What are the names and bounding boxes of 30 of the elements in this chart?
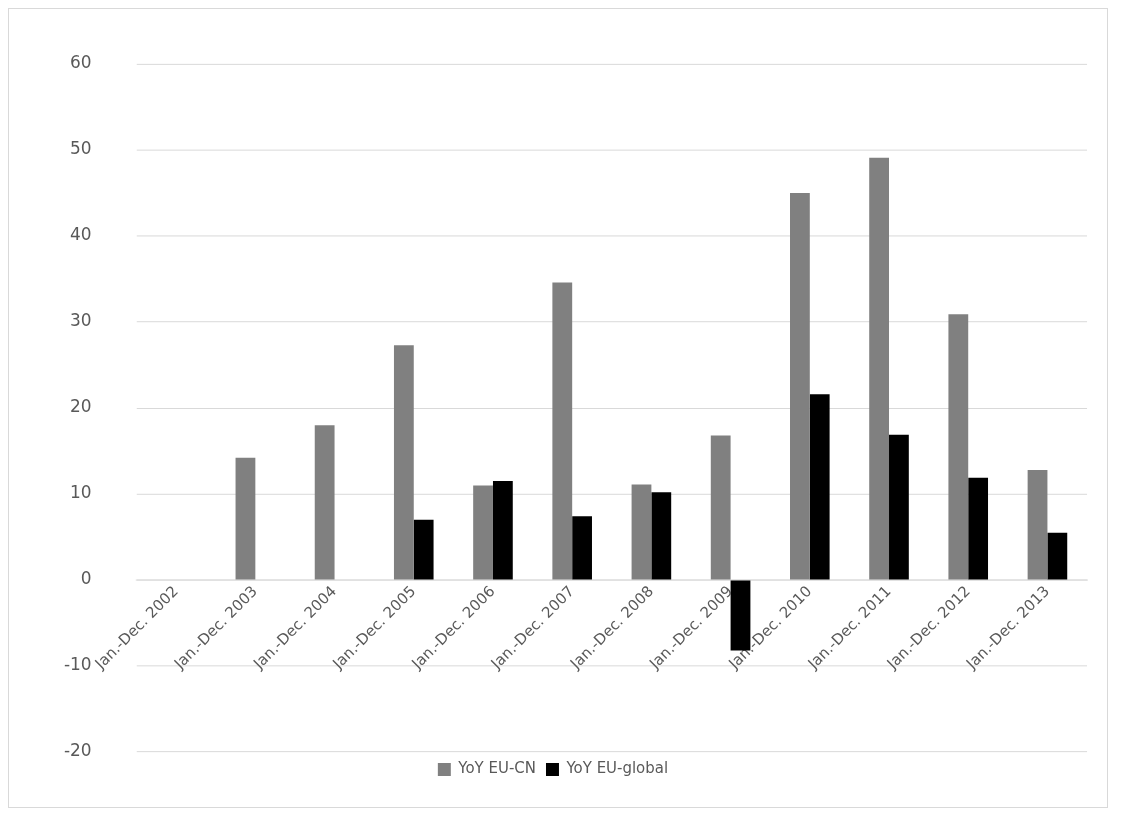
- bar: [572, 516, 592, 580]
- bar: [809, 394, 830, 580]
- bar: [968, 477, 989, 580]
- y-tick-label: 0: [80, 568, 92, 589]
- bar: [631, 484, 652, 580]
- bar: [889, 434, 909, 580]
- bar: [552, 282, 573, 580]
- bar: [790, 193, 810, 580]
- y-tick-label: 10: [70, 482, 92, 503]
- bar: [869, 157, 890, 580]
- bar: [651, 492, 672, 580]
- bar: [1047, 532, 1068, 580]
- bar: [393, 345, 414, 580]
- y-tick-label: -10: [63, 654, 92, 675]
- y-tick-label: 30: [70, 310, 92, 331]
- bar: [413, 519, 434, 580]
- y-tick-label: 50: [70, 138, 92, 159]
- y-tick-label: 40: [70, 224, 92, 245]
- legend-label: YoY EU-global: [565, 759, 669, 778]
- y-tick-label: 20: [70, 396, 92, 417]
- bar: [235, 457, 256, 580]
- bar: [473, 485, 493, 580]
- bar: [948, 314, 969, 580]
- legend-label: YoY EU-CN: [457, 759, 536, 778]
- bar: [710, 435, 731, 580]
- y-tick-label: 60: [70, 52, 92, 73]
- bar: [1027, 469, 1048, 580]
- bar: [492, 481, 513, 580]
- y-tick-label: -20: [63, 740, 92, 761]
- bar: [314, 425, 335, 580]
